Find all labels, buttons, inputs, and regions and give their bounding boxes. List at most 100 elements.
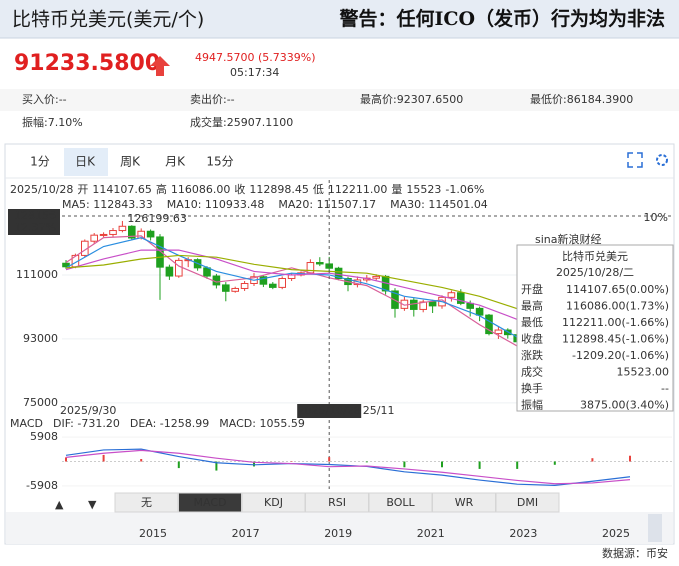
macd-bar bbox=[553, 461, 556, 465]
indicator-label[interactable]: BOLL bbox=[386, 496, 415, 509]
candle-body bbox=[118, 225, 127, 232]
tab[interactable]: 15分 bbox=[206, 155, 233, 169]
macd-bar bbox=[441, 461, 443, 468]
header-bar bbox=[0, 0, 679, 38]
info-text: 高 bbox=[156, 182, 167, 196]
indicator-label[interactable]: 无 bbox=[141, 496, 152, 509]
candle-body bbox=[222, 284, 230, 292]
stat: 成交量:25907.1100 bbox=[190, 115, 293, 129]
candle-body bbox=[485, 314, 493, 335]
percent-label: 10% bbox=[644, 211, 668, 224]
candle-body bbox=[128, 225, 136, 239]
tooltip-value: -1209.20(-1.06%) bbox=[572, 349, 669, 362]
candle-body bbox=[109, 230, 117, 235]
down-button[interactable]: ▼ bbox=[88, 498, 97, 511]
change: 4947.5700 (5.7339%) bbox=[195, 51, 316, 64]
tab[interactable]: 月K bbox=[165, 155, 186, 169]
candle-body bbox=[428, 301, 437, 307]
macd-legend: MACD: 1055.59 bbox=[219, 417, 305, 430]
info-text: 2025/10/28 bbox=[10, 183, 73, 196]
tooltip-value: -- bbox=[661, 382, 669, 395]
tooltip-date: 2025/10/28/二 bbox=[556, 266, 634, 279]
tab[interactable]: 周K bbox=[120, 155, 141, 169]
macd-bar bbox=[102, 454, 105, 462]
info-text: 开 bbox=[77, 183, 88, 196]
fullscreen-icon[interactable] bbox=[627, 152, 643, 168]
info-text: 114107.65 bbox=[92, 183, 152, 196]
macd-bar bbox=[65, 457, 67, 462]
macd-bar bbox=[253, 461, 255, 467]
candle-body bbox=[259, 276, 268, 285]
legend-entry: MA5: 112843.33 bbox=[62, 198, 153, 211]
candle-body bbox=[466, 302, 474, 309]
up-button[interactable]: ▲ bbox=[55, 498, 64, 511]
candle-body bbox=[475, 307, 484, 316]
title: 比特币兑美元(美元/个) bbox=[12, 9, 204, 31]
candle-body bbox=[146, 230, 155, 238]
stats-row bbox=[0, 112, 679, 134]
candle-body bbox=[203, 267, 211, 277]
indicator-label[interactable]: MACD bbox=[194, 496, 227, 509]
tooltip-value: 15523.00 bbox=[617, 366, 670, 379]
indicator-label[interactable]: DMI bbox=[517, 496, 538, 509]
candle-body bbox=[175, 259, 183, 277]
macd-tick-label: 5908 bbox=[30, 430, 58, 443]
crosshair-date-box bbox=[297, 404, 362, 418]
macd-bar bbox=[478, 461, 481, 469]
tooltip-value: 114107.65(0.00%) bbox=[566, 283, 669, 296]
candle-body bbox=[62, 262, 70, 268]
nav-year: 2019 bbox=[324, 527, 352, 540]
y-tick-label: 111000 bbox=[16, 268, 58, 281]
crosshair-pct: 12.37% bbox=[14, 221, 56, 234]
macd-bar bbox=[140, 459, 143, 462]
info-text: 15523 bbox=[406, 183, 441, 196]
tooltip-value: 116086.00(1.73%) bbox=[566, 300, 669, 313]
candle-body bbox=[269, 283, 277, 288]
y-tick-label: 93000 bbox=[23, 332, 58, 345]
time: 05:17:34 bbox=[230, 66, 279, 79]
indicator-button[interactable] bbox=[495, 492, 560, 513]
stat: 振幅:7.10% bbox=[22, 115, 83, 129]
candle-body bbox=[90, 234, 99, 242]
navigator-handle[interactable] bbox=[648, 514, 662, 542]
nav-year: 2023 bbox=[509, 527, 537, 540]
source: 数据源：币安 bbox=[602, 546, 668, 560]
macd-bar bbox=[365, 461, 368, 463]
macd-legend: DIF: -731.20 bbox=[53, 417, 120, 430]
candle-body bbox=[447, 292, 456, 298]
settings-icon[interactable] bbox=[656, 154, 668, 166]
tab[interactable]: 1分 bbox=[30, 155, 50, 169]
tab[interactable]: 日K bbox=[75, 155, 96, 169]
candle-body bbox=[316, 262, 324, 265]
tooltip-value: 112211.00(-1.66%) bbox=[562, 316, 669, 329]
macd-bar bbox=[290, 461, 293, 462]
tooltip-label: 最高 bbox=[521, 299, 543, 313]
crosshair-price-box bbox=[8, 209, 60, 235]
nav-year: 2025 bbox=[602, 527, 630, 540]
macd-bar bbox=[516, 461, 519, 469]
watermark: sina新浪财经 bbox=[535, 232, 602, 246]
indicator-label[interactable]: KDJ bbox=[264, 496, 283, 509]
navigator[interactable] bbox=[6, 512, 673, 544]
candle-body bbox=[457, 292, 465, 304]
nav-year: 2015 bbox=[139, 527, 167, 540]
price: 91233.5800 bbox=[14, 51, 160, 76]
candle-body bbox=[99, 233, 108, 236]
macd-bar bbox=[328, 457, 331, 462]
legend-entry: MA30: 114501.04 bbox=[390, 198, 488, 211]
macd-line bbox=[65, 448, 631, 487]
up-arrow bbox=[150, 56, 170, 76]
macd-bar bbox=[215, 461, 218, 471]
candle-body bbox=[334, 267, 343, 280]
tooltip-label: 换手 bbox=[521, 381, 543, 395]
indicator-label[interactable]: WR bbox=[455, 496, 474, 509]
candle-body bbox=[156, 236, 164, 268]
indicator-label[interactable]: RSI bbox=[328, 496, 346, 509]
nav-year: 2017 bbox=[232, 527, 260, 540]
tooltip-label: 开盘 bbox=[521, 282, 543, 296]
candle-body bbox=[165, 266, 174, 277]
candle-body bbox=[306, 262, 315, 274]
info-text: 低 bbox=[313, 183, 324, 196]
stats-row bbox=[0, 89, 679, 111]
